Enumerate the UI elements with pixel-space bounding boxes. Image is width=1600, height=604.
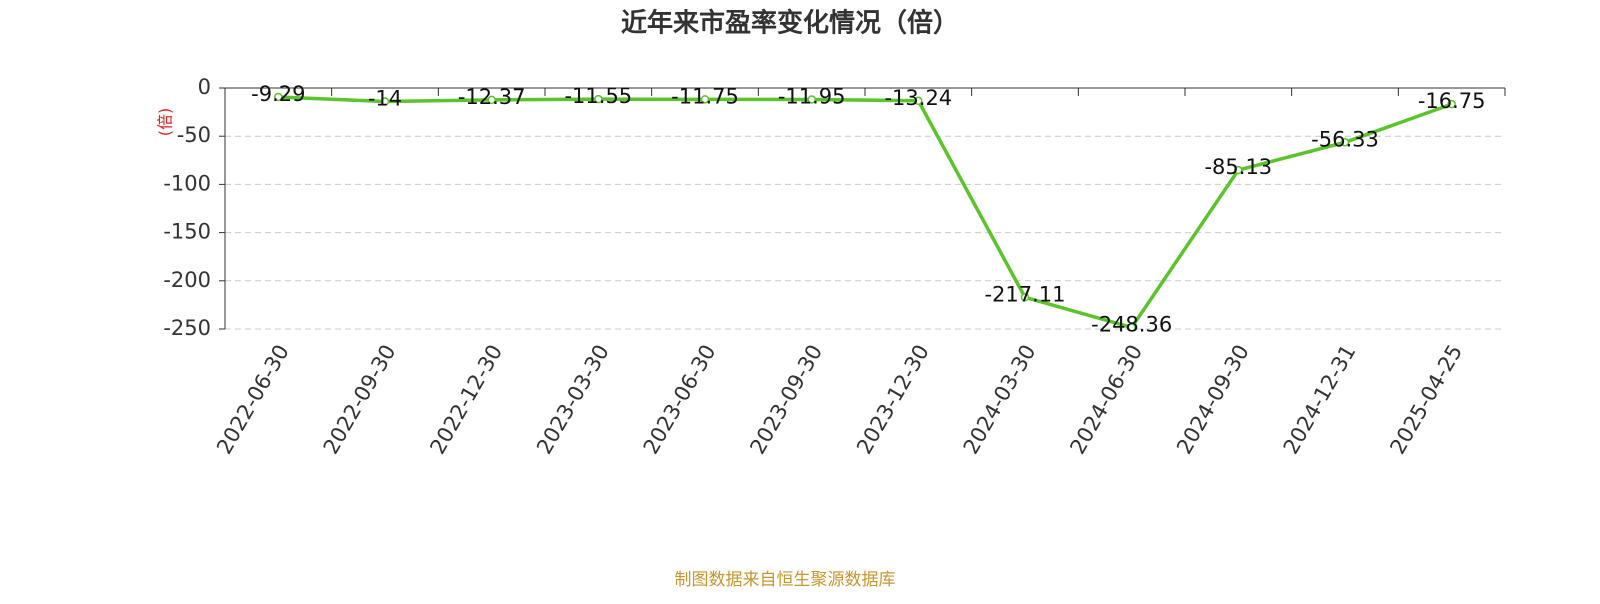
y-tick-label: -200	[163, 268, 211, 292]
point	[1127, 323, 1136, 332]
data-label: -9.29	[251, 82, 305, 106]
x-tick-label: 2022-09-30	[319, 341, 401, 459]
x-tick-label: 2024-03-30	[959, 341, 1041, 459]
y-axis-label: (倍)	[156, 108, 175, 137]
x-tick-label: 2024-06-30	[1065, 341, 1147, 459]
data-label: -248.36	[1091, 312, 1172, 336]
data-label: -14	[368, 86, 402, 110]
point	[700, 95, 710, 104]
data-label: -217.11	[984, 282, 1065, 306]
data-label: -13.24	[884, 86, 952, 110]
x-tick-label: 2023-06-30	[639, 341, 721, 459]
point	[1020, 293, 1030, 302]
data-label: -85.13	[1204, 155, 1272, 179]
line	[278, 95, 1453, 330]
data-label: -16.75	[1418, 89, 1486, 113]
point	[807, 95, 816, 104]
data-label: -11.95	[778, 85, 846, 109]
data-label: -11.55	[564, 84, 632, 108]
x-tick-label: 2024-09-30	[1172, 341, 1254, 459]
point	[1447, 99, 1456, 109]
x-tick-label: 2023-03-30	[532, 341, 614, 459]
source-note: 制图数据来自恒生聚源数据库	[675, 570, 896, 590]
y-tick-label: -100	[163, 171, 211, 195]
point	[594, 94, 603, 104]
point	[380, 97, 390, 106]
data-label: -56.33	[1311, 127, 1379, 151]
chart-title: 近年来市盈率变化情况（倍）	[621, 8, 959, 39]
x-tick-label: 2024-12-31	[1279, 341, 1361, 459]
y-tick-label: 0	[198, 75, 211, 99]
point	[274, 92, 283, 102]
y-tick-label: -150	[163, 220, 211, 244]
data-label: -11.75	[671, 84, 739, 108]
x-tick-label: 2025-04-25	[1385, 341, 1467, 459]
point	[1234, 165, 1243, 175]
x-tick-label: 2023-12-30	[852, 341, 934, 459]
point	[487, 95, 496, 105]
x-tick-label: 2022-06-30	[212, 341, 294, 459]
data-label: -12.37	[458, 85, 526, 109]
y-tick-label: -50	[177, 123, 211, 147]
point	[1340, 138, 1350, 147]
x-tick-label: 2023-09-30	[745, 341, 827, 459]
y-tick-label: -250	[163, 316, 211, 340]
point	[914, 96, 923, 106]
x-tick-label: 2022-12-30	[425, 341, 507, 459]
